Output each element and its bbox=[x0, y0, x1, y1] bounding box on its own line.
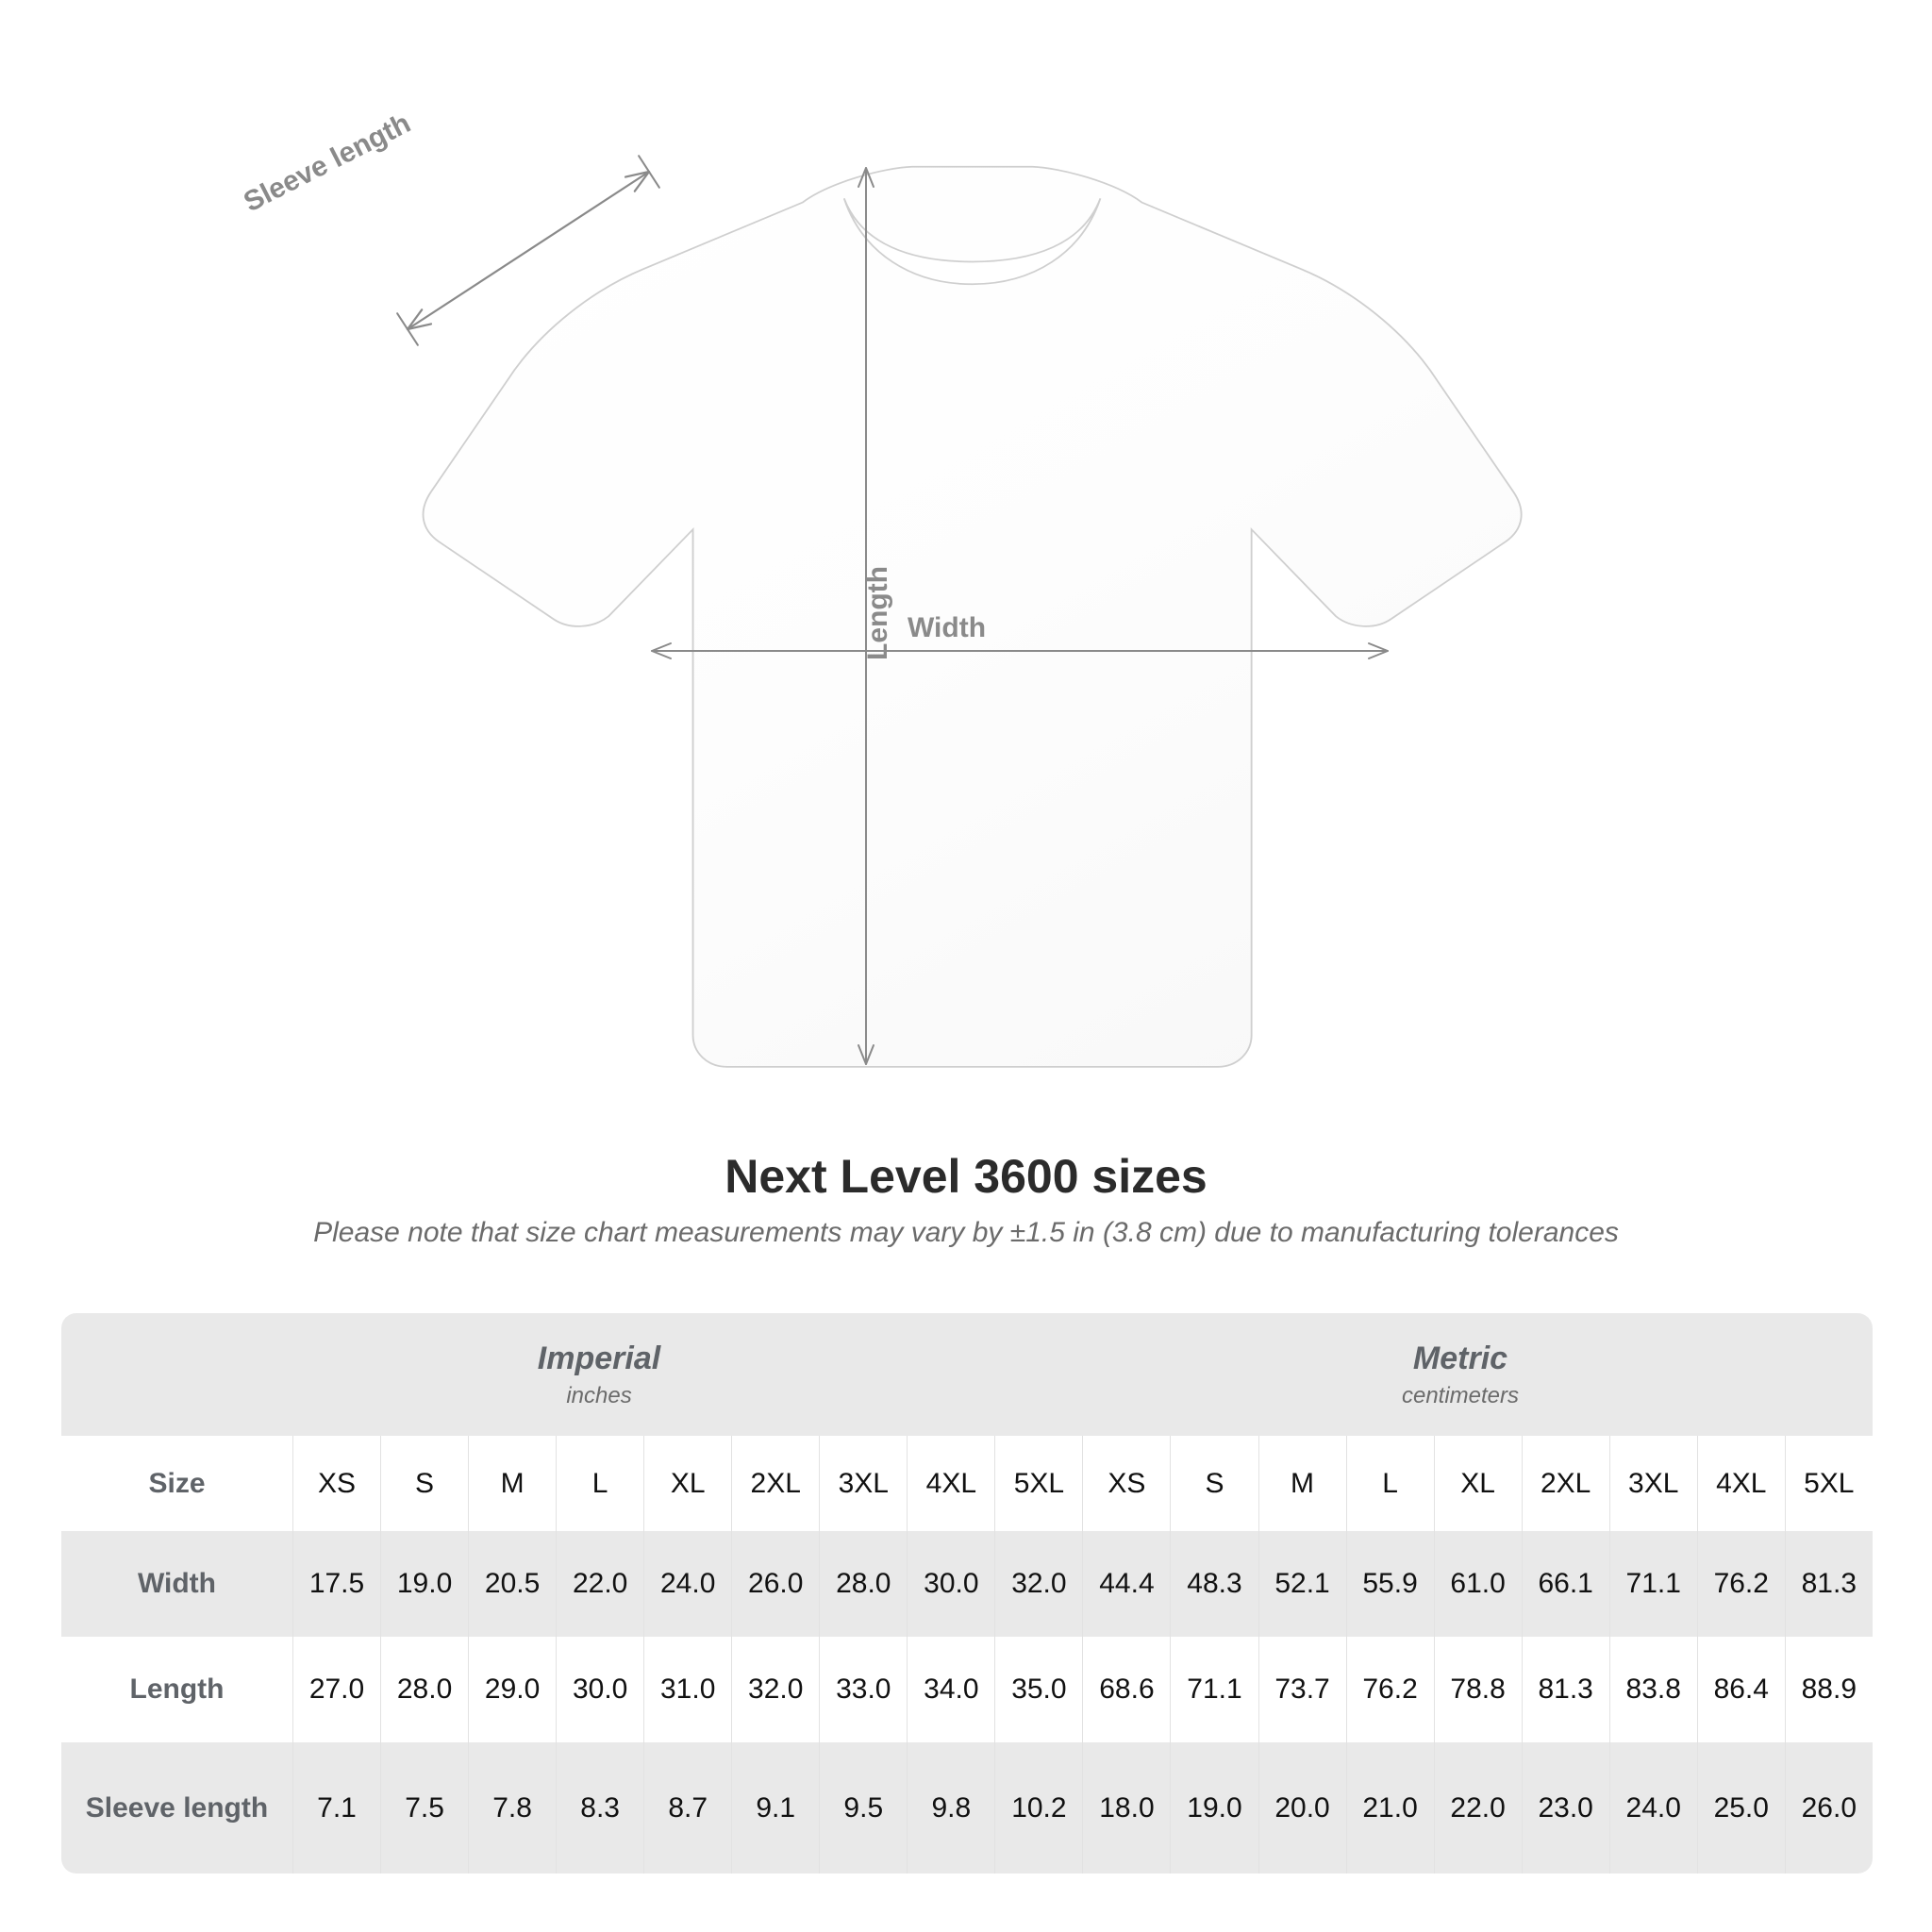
svg-text:Length: Length bbox=[862, 566, 893, 660]
svg-text:Width: Width bbox=[908, 612, 986, 643]
svg-text:Sleeve length: Sleeve length bbox=[239, 108, 415, 218]
